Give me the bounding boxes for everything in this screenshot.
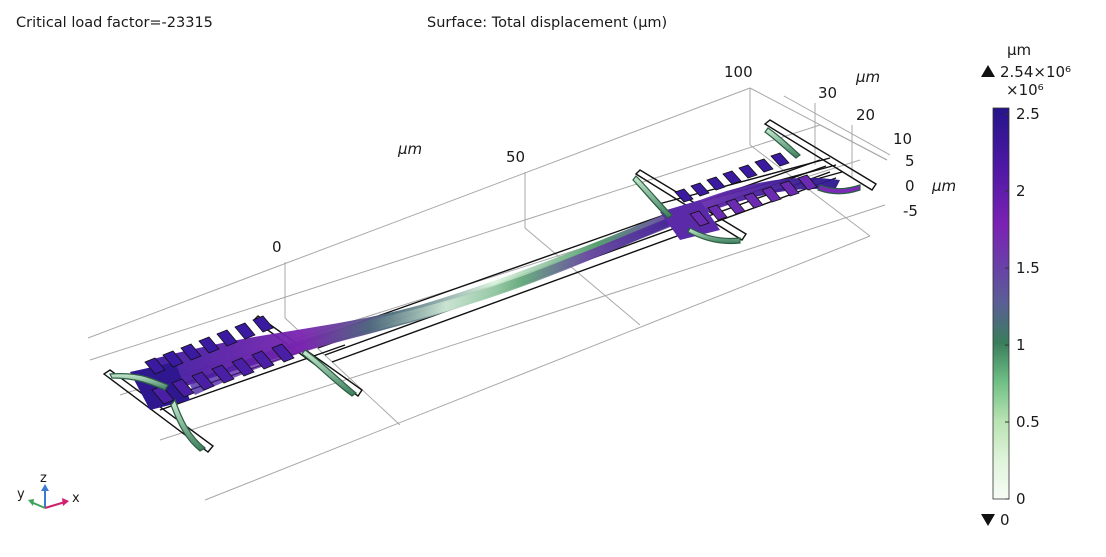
- colorbar-tick-label: 2: [1016, 182, 1026, 200]
- y-axis-unit: µm: [855, 68, 880, 86]
- left-comb-fingers: [144, 315, 295, 405]
- colorbar-unit: µm: [1007, 41, 1031, 59]
- z-tick-5: 5: [905, 152, 915, 170]
- axis-triad: z x y: [17, 471, 80, 509]
- colorbar-scale-label: ×10⁶: [1006, 81, 1044, 99]
- x-tick-50: 50: [506, 148, 525, 166]
- triad-y-label: y: [17, 487, 25, 502]
- y-tick-20: 20: [856, 106, 875, 124]
- x-axis-unit: µm: [397, 140, 422, 158]
- colorbar-tick-label: 1.5: [1016, 259, 1040, 277]
- colorbar-min-label: 0: [1000, 511, 1010, 529]
- triad-x-label: x: [72, 491, 80, 506]
- min-marker-icon: [981, 514, 995, 526]
- colorbar-tick-label: 0.5: [1016, 413, 1040, 431]
- colorbar-tick-label: 1: [1016, 336, 1026, 354]
- surface-title: Surface: Total displacement (µm): [427, 15, 667, 31]
- max-marker-icon: [981, 65, 995, 77]
- critical-load-factor-label: Critical load factor=-23315: [16, 15, 213, 31]
- z-tick-0: 0: [905, 177, 915, 195]
- z-axis-unit: µm: [931, 177, 956, 195]
- colorbar-max-label: 2.54×10⁶: [1000, 63, 1071, 81]
- x-tick-0: 0: [272, 238, 282, 256]
- colorbar-tick-label: 2.5: [1016, 105, 1040, 123]
- axis-tick-labels: 0 50 100 µm 30 20 µm 10 5 0 -5 µm: [272, 63, 956, 256]
- z-tick-10: 10: [893, 130, 912, 148]
- colorbar-gradient: [992, 107, 1010, 500]
- right-comb-fingers: [674, 152, 818, 227]
- triad-z-label: z: [40, 471, 47, 486]
- displacement-surface: [130, 177, 840, 410]
- colorbar-tick-label: 0: [1016, 490, 1026, 508]
- colorbar-ticks: 0 0.5 1 1.5 2 2.5: [1005, 105, 1040, 508]
- anchor-tips: [109, 127, 861, 452]
- y-tick-30: 30: [818, 84, 837, 102]
- colorbar: µm 2.54×10⁶ ×10⁶ 0 0.5 1 1.5 2 2.5 0: [981, 41, 1071, 529]
- x-tick-100: 100: [724, 63, 753, 81]
- z-tick-minus5: -5: [903, 202, 918, 220]
